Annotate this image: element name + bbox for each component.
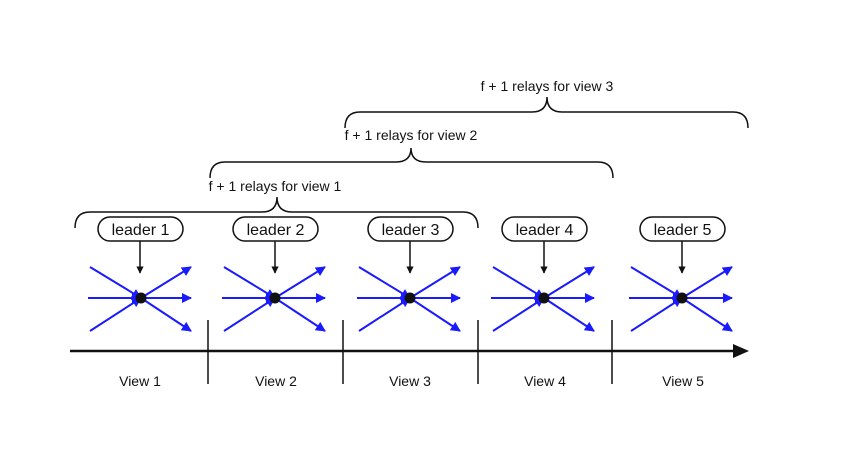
- incoming-arrow-lower: [630, 297, 683, 332]
- outgoing-arrow-down: [140, 297, 192, 332]
- broadcast-fan-view-1: [88, 266, 192, 332]
- view-label-3: View 3: [389, 373, 431, 389]
- outgoing-arrow-up: [681, 266, 733, 299]
- broadcast-fan-view-4: [491, 266, 595, 332]
- relay-braces: [74, 96, 749, 229]
- incoming-arrow-upper: [223, 266, 276, 299]
- outgoing-arrow-up: [274, 266, 326, 299]
- incoming-arrow-upper: [492, 266, 545, 299]
- leader-5: leader 5: [639, 216, 726, 274]
- incoming-arrow-lower: [89, 297, 142, 332]
- relay-label-view-3: f + 1 relays for view 3: [481, 78, 614, 94]
- leader-node: [404, 292, 416, 304]
- outgoing-arrow-down: [543, 297, 595, 332]
- leader-1: leader 1: [97, 216, 184, 274]
- view-label-1: View 1: [119, 373, 161, 389]
- relay-label-view-1: f + 1 relays for view 1: [209, 178, 342, 194]
- relay-brace-view-2: [209, 147, 614, 179]
- leader-label: leader 4: [516, 222, 574, 239]
- leader-2: leader 2: [232, 216, 319, 274]
- view-label-2: View 2: [255, 373, 297, 389]
- incoming-arrow-upper: [358, 266, 411, 299]
- leader-3: leader 3: [367, 216, 454, 274]
- leader-node: [676, 292, 688, 304]
- relay-brace-view-1: [74, 196, 479, 229]
- relay-brace-view-3: [344, 96, 749, 129]
- outgoing-arrow-up: [140, 266, 192, 299]
- outgoing-arrow-down: [274, 297, 326, 332]
- incoming-arrow-lower: [223, 297, 276, 332]
- incoming-arrow-upper: [89, 266, 142, 299]
- view-label-4: View 4: [524, 373, 566, 389]
- leader-4: leader 4: [501, 216, 588, 274]
- view-label-5: View 5: [662, 373, 704, 389]
- outgoing-arrow-up: [409, 266, 461, 299]
- outgoing-arrow-down: [681, 297, 733, 332]
- incoming-arrow-lower: [358, 297, 411, 332]
- leader-node: [538, 292, 550, 304]
- timeline-arrowhead: [733, 344, 749, 358]
- relay-label-view-2: f + 1 relays for view 2: [345, 127, 478, 143]
- broadcast-fan-view-5: [629, 266, 733, 332]
- leader-label: leader 5: [654, 222, 712, 239]
- leader-node: [135, 292, 147, 304]
- leader-node: [269, 292, 281, 304]
- outgoing-arrow-up: [543, 266, 595, 299]
- broadcast-fan-view-2: [222, 266, 326, 332]
- incoming-arrow-upper: [630, 266, 683, 299]
- outgoing-arrow-down: [409, 297, 461, 332]
- incoming-arrow-lower: [492, 297, 545, 332]
- broadcast-fan-view-3: [357, 266, 461, 332]
- leader-label: leader 1: [112, 222, 170, 239]
- leader-label: leader 2: [247, 222, 305, 239]
- leader-label: leader 3: [382, 222, 440, 239]
